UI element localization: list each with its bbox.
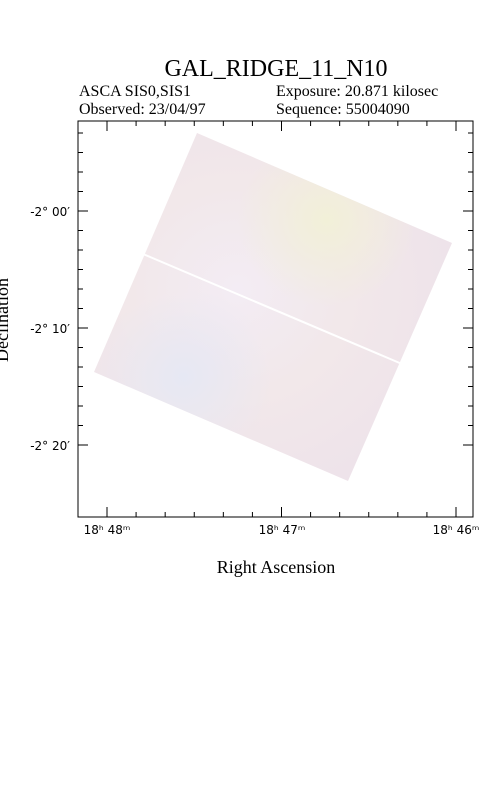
image: [94, 133, 452, 481]
instrument: ASCA SIS0,SIS1: [79, 83, 191, 100]
y-tick-label: -2° 10′: [30, 322, 70, 336]
exposure: Exposure: 20.871 kilosec: [276, 83, 438, 100]
tick-marks: [78, 121, 473, 517]
x-axis-label: Right Ascension: [217, 557, 336, 577]
y-tick-label: -2° 00′: [30, 205, 70, 219]
y-axis-label: Declination: [0, 278, 12, 362]
frame: [77, 120, 474, 518]
x-tick-label: 18ʰ 46ᵐ: [433, 523, 480, 537]
title: GAL_RIDGE_11_N10: [164, 56, 387, 82]
y-tick-label: -2° 20′: [30, 439, 70, 453]
x-tick-label: 18ʰ 47ᵐ: [259, 523, 306, 537]
observed: Observed: 23/04/97: [79, 101, 206, 118]
x-tick-label: 18ʰ 48ᵐ: [84, 523, 131, 537]
sequence: Sequence: 55004090: [276, 101, 410, 118]
